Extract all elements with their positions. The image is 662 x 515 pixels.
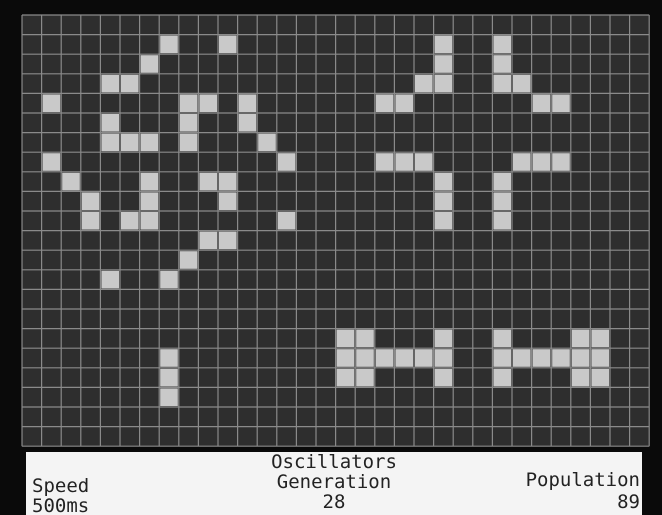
live-cell	[513, 75, 531, 93]
live-cell	[258, 134, 276, 152]
live-cell	[435, 330, 453, 348]
live-cell	[493, 330, 511, 348]
live-cell	[219, 173, 237, 191]
live-cell	[395, 94, 413, 112]
live-cell	[141, 134, 159, 152]
game-screen: Oscillators Generation 28 Speed 500ms Po…	[0, 0, 662, 515]
live-cell	[337, 369, 355, 387]
live-cell	[376, 349, 394, 367]
live-cell	[160, 369, 178, 387]
live-cell	[141, 192, 159, 210]
live-cell	[435, 192, 453, 210]
live-cell	[395, 349, 413, 367]
live-cell	[493, 75, 511, 93]
live-cell	[121, 75, 139, 93]
speed-value: 500ms	[32, 496, 89, 515]
live-cell	[513, 349, 531, 367]
live-cell	[160, 388, 178, 406]
live-cell	[552, 349, 570, 367]
live-cell	[160, 271, 178, 289]
live-cell	[591, 369, 609, 387]
live-cell	[533, 349, 551, 367]
live-cell	[552, 94, 570, 112]
live-cell	[141, 212, 159, 230]
speed-label: Speed	[32, 476, 89, 496]
live-cell	[199, 94, 217, 112]
live-cell	[337, 330, 355, 348]
live-cell	[376, 94, 394, 112]
live-cell	[141, 173, 159, 191]
live-cell	[572, 369, 590, 387]
live-cell	[356, 330, 374, 348]
generation-value: 28	[26, 492, 642, 512]
live-cell	[591, 349, 609, 367]
live-cell	[101, 75, 119, 93]
live-cell	[356, 349, 374, 367]
live-cell	[219, 192, 237, 210]
board	[0, 0, 662, 452]
live-cell	[239, 114, 257, 132]
live-cell	[493, 349, 511, 367]
live-cell	[435, 36, 453, 54]
live-cell	[552, 153, 570, 171]
population-label: Population	[526, 470, 640, 490]
live-cell	[180, 94, 198, 112]
live-cell	[356, 369, 374, 387]
live-cell	[180, 114, 198, 132]
live-cell	[141, 55, 159, 73]
live-cell	[493, 36, 511, 54]
population-value: 89	[617, 492, 640, 512]
live-cell	[199, 173, 217, 191]
live-cell	[160, 349, 178, 367]
live-cell	[101, 114, 119, 132]
live-cell	[278, 153, 296, 171]
live-cell	[219, 232, 237, 250]
live-cell	[533, 94, 551, 112]
live-cell	[82, 192, 100, 210]
live-cell	[199, 232, 217, 250]
live-cell	[493, 212, 511, 230]
live-cell	[435, 55, 453, 73]
live-cell	[415, 75, 433, 93]
live-cell	[219, 36, 237, 54]
live-cell	[101, 271, 119, 289]
live-cell	[533, 153, 551, 171]
live-cell	[82, 212, 100, 230]
live-cell	[513, 153, 531, 171]
live-cell	[493, 55, 511, 73]
live-cell	[435, 369, 453, 387]
live-cell	[160, 36, 178, 54]
live-cell	[435, 212, 453, 230]
live-cell	[395, 153, 413, 171]
live-cell	[101, 134, 119, 152]
live-cell	[591, 330, 609, 348]
status-panel: Oscillators Generation 28 Speed 500ms Po…	[26, 452, 642, 515]
live-cell	[493, 369, 511, 387]
live-cell	[180, 134, 198, 152]
live-cell	[337, 349, 355, 367]
live-cell	[435, 349, 453, 367]
live-cell	[121, 134, 139, 152]
live-cell	[278, 212, 296, 230]
live-cell	[239, 94, 257, 112]
live-cell	[415, 349, 433, 367]
live-cell	[572, 330, 590, 348]
live-cell	[121, 212, 139, 230]
live-cell	[435, 75, 453, 93]
live-cell	[493, 192, 511, 210]
live-cell	[43, 153, 61, 171]
live-cell	[415, 153, 433, 171]
live-cell	[180, 251, 198, 269]
live-cell	[62, 173, 80, 191]
live-cell	[376, 153, 394, 171]
live-cell	[435, 173, 453, 191]
live-cell	[572, 349, 590, 367]
live-cell	[43, 94, 61, 112]
live-cell	[493, 173, 511, 191]
